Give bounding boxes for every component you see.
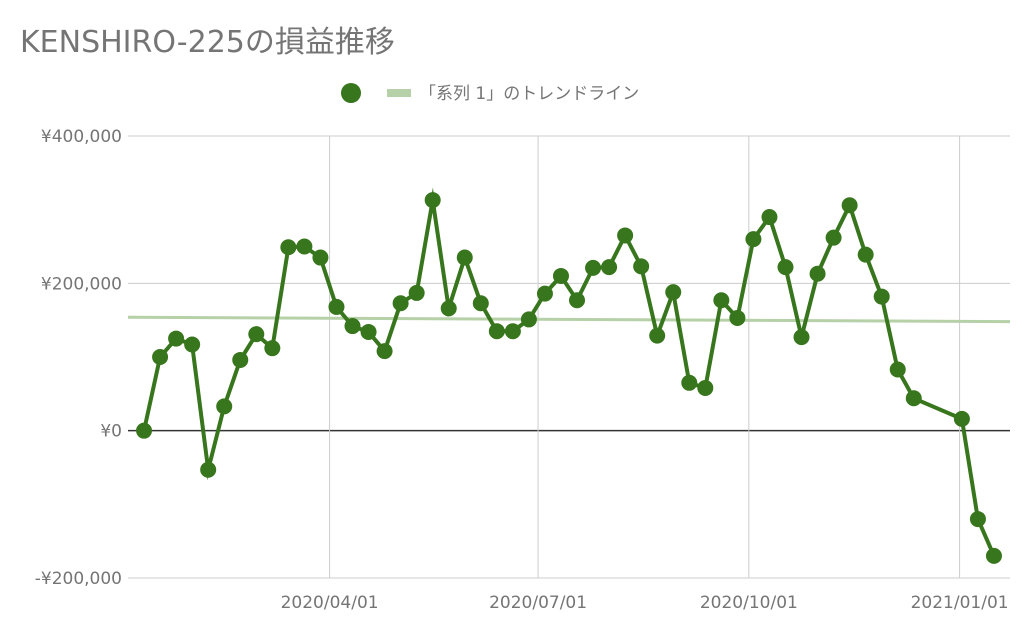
trendline bbox=[127, 315, 1011, 324]
data-point bbox=[953, 410, 970, 427]
x-tick-label: 2020/04/01 bbox=[281, 593, 379, 613]
data-point bbox=[536, 285, 553, 302]
data-point bbox=[440, 300, 457, 317]
data-point bbox=[889, 361, 906, 378]
data-point bbox=[312, 249, 329, 266]
data-point bbox=[793, 329, 810, 346]
data-point bbox=[825, 229, 842, 246]
data-point bbox=[697, 379, 714, 396]
data-point bbox=[504, 323, 521, 340]
data-point bbox=[552, 267, 569, 284]
data-point bbox=[424, 192, 441, 209]
data-point bbox=[841, 197, 858, 214]
data-point bbox=[152, 349, 169, 365]
data-point bbox=[729, 309, 746, 326]
data-point bbox=[360, 323, 377, 340]
data-point bbox=[472, 295, 489, 312]
data-point bbox=[649, 327, 666, 344]
data-point bbox=[569, 292, 586, 309]
data-point bbox=[617, 227, 634, 244]
gridlines bbox=[128, 135, 1010, 579]
legend-trendline-swatch bbox=[387, 89, 411, 97]
data-point bbox=[264, 340, 281, 357]
data-point bbox=[168, 330, 185, 347]
data-point bbox=[665, 284, 682, 301]
data-point bbox=[280, 239, 297, 256]
data-point bbox=[601, 259, 618, 276]
data-point bbox=[761, 209, 778, 226]
series-line bbox=[142, 187, 996, 557]
legend-trendline-label: 「系列 1」のトレンドライン bbox=[419, 84, 639, 104]
y-tick-label: ¥400,000 bbox=[41, 127, 122, 147]
data-point bbox=[905, 390, 922, 407]
data-point bbox=[585, 259, 602, 276]
y-tick-label: -¥200,000 bbox=[35, 569, 122, 589]
data-point bbox=[200, 461, 217, 478]
data-point bbox=[488, 323, 505, 340]
data-point bbox=[456, 249, 473, 266]
plot-area bbox=[127, 187, 1011, 564]
data-point bbox=[136, 422, 153, 439]
data-point bbox=[520, 311, 537, 328]
data-point bbox=[408, 284, 425, 301]
y-tick-label: ¥0 bbox=[100, 422, 122, 442]
data-point bbox=[777, 259, 794, 276]
legend-series-marker bbox=[341, 83, 361, 103]
data-point bbox=[232, 351, 249, 368]
data-point bbox=[857, 246, 874, 263]
y-tick-label: ¥200,000 bbox=[41, 274, 122, 294]
data-point bbox=[809, 265, 826, 282]
data-point bbox=[296, 238, 313, 255]
data-point bbox=[216, 398, 233, 415]
chart-title: KENSHIRO-225の損益推移 bbox=[20, 25, 395, 60]
axis-labels: -¥200,000 ¥0 ¥200,000 ¥400,000 2020/04/01 202… bbox=[35, 127, 1009, 613]
data-point bbox=[985, 547, 1002, 564]
data-point bbox=[969, 511, 986, 528]
data-point bbox=[713, 292, 730, 309]
data-point bbox=[248, 326, 265, 343]
data-point bbox=[184, 336, 201, 353]
x-tick-label: 2020/07/01 bbox=[489, 593, 587, 613]
x-tick-label: 2020/10/01 bbox=[700, 593, 798, 613]
data-point bbox=[392, 295, 409, 312]
data-point bbox=[328, 298, 345, 315]
data-point bbox=[873, 288, 890, 305]
legend: 「系列 1」のトレンドライン bbox=[341, 83, 639, 104]
data-point bbox=[376, 343, 393, 360]
data-point bbox=[344, 318, 361, 335]
x-tick-label: 2021/01/01 bbox=[911, 593, 1009, 613]
data-point bbox=[681, 374, 698, 391]
data-point bbox=[745, 231, 762, 248]
data-point bbox=[633, 258, 650, 275]
